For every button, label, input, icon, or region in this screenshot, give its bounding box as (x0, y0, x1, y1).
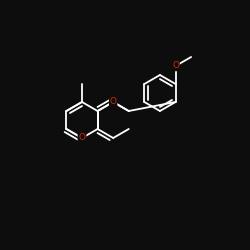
Text: O: O (110, 98, 117, 106)
Text: O: O (78, 134, 86, 142)
Text: O: O (78, 134, 86, 142)
Text: O: O (172, 62, 179, 70)
